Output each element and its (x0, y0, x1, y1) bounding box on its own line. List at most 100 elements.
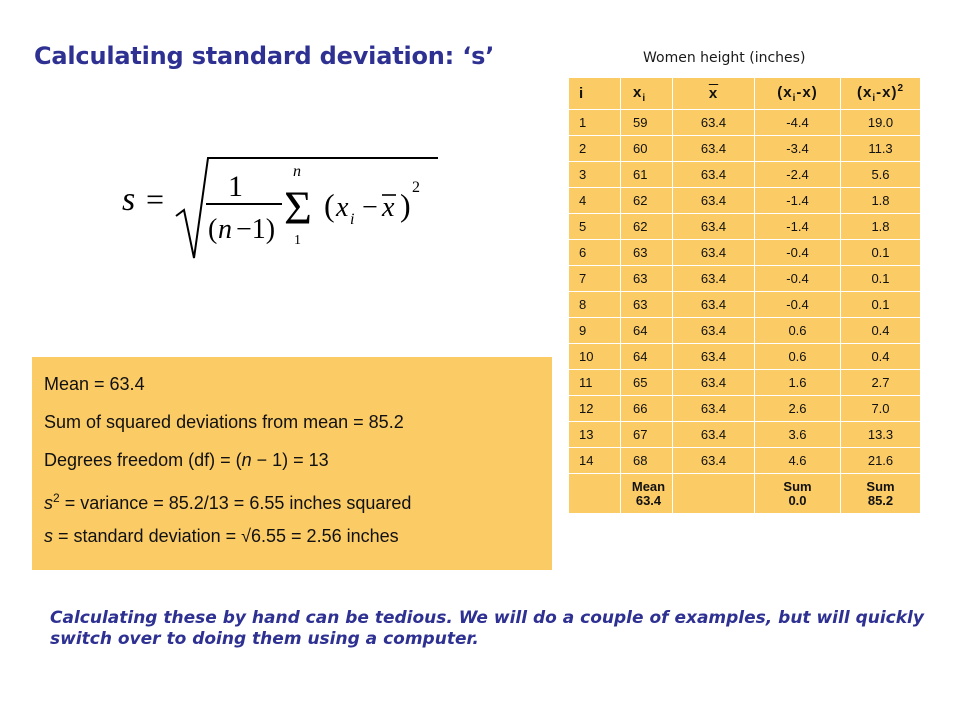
footer-blank-2 (672, 473, 755, 514)
std-dev-suffix: = standard deviation = √6.55 = 2.56 inch… (53, 526, 399, 546)
cell-i: 4 (568, 187, 621, 214)
cell-squared-deviation: 19.0 (840, 109, 921, 136)
header-i: i (568, 77, 621, 110)
summary-df: Degrees freedom (df) = (n − 1) = 13 (44, 447, 552, 485)
cell-deviation: -2.4 (754, 161, 841, 188)
cell-squared-deviation: 7.0 (840, 395, 921, 422)
summary-variance: s2 = variance = 85.2/13 = 6.55 inches sq… (44, 485, 552, 523)
cell-i: 8 (568, 291, 621, 318)
table-footer-row: Mean 63.4 Sum 0.0 Sum 85.2 (568, 473, 921, 514)
cell-deviation: 4.6 (754, 447, 841, 474)
cell-deviation: 0.6 (754, 343, 841, 370)
footer-sum-sq: Sum 85.2 (840, 473, 921, 514)
table-row: 2 60 63.4 -3.4 11.3 (568, 135, 921, 162)
footer-sum-sq-label: Sum (866, 478, 895, 494)
variance-suffix: = variance = 85.2/13 = 6.55 inches squar… (59, 493, 412, 513)
table-row: 4 62 63.4 -1.4 1.8 (568, 187, 921, 214)
cell-i: 13 (568, 421, 621, 448)
cell-i: 2 (568, 135, 621, 162)
std-dev-formula: s = 1 ( n −1) n Σ 1 ( x i − x ) 2 (122, 157, 438, 259)
cell-squared-deviation: 11.3 (840, 135, 921, 162)
header-sq-close: -x) (876, 84, 898, 101)
cell-mean: 63.4 (672, 369, 755, 396)
cell-deviation: -1.4 (754, 187, 841, 214)
denominator-rest: −1) (236, 214, 275, 245)
table-row: 5 62 63.4 -1.4 1.8 (568, 213, 921, 240)
header-dev-open: (x (777, 83, 793, 101)
term-exponent: 2 (412, 179, 420, 196)
term-minus: − (362, 192, 378, 223)
cell-mean: 63.4 (672, 213, 755, 240)
cell-squared-deviation: 5.6 (840, 161, 921, 188)
cell-xi: 65 (620, 369, 673, 396)
header-sq-exp: 2 (897, 83, 905, 94)
cell-squared-deviation: 0.1 (840, 291, 921, 318)
cell-mean: 63.4 (672, 447, 755, 474)
summary-mean: Mean = 63.4 (44, 374, 145, 394)
table-header-row: i xi x (xi-x) (xi-x)2 (568, 77, 921, 110)
summation-upper: n (293, 163, 301, 180)
footer-sum-sq-value: 85.2 (867, 492, 894, 508)
cell-xi: 67 (620, 421, 673, 448)
cell-i: 9 (568, 317, 621, 344)
footer-sum-dev: Sum 0.0 (754, 473, 841, 514)
table-body: 1 59 63.4 -4.4 19.0 2 60 63.4 -3.4 11.3 3 61 63.4 -2.… (568, 109, 921, 474)
cell-deviation: -4.4 (754, 109, 841, 136)
cell-i: 5 (568, 213, 621, 240)
table-row: 9 64 63.4 0.6 0.4 (568, 317, 921, 344)
cell-deviation: -3.4 (754, 135, 841, 162)
header-sq-open: (x (856, 84, 873, 101)
term-xbar: x (381, 192, 395, 223)
cell-i: 7 (568, 265, 621, 292)
radical-sign (175, 157, 438, 259)
cell-i: 3 (568, 161, 621, 188)
denominator-n: n (218, 214, 232, 245)
cell-mean: 63.4 (672, 109, 755, 136)
cell-deviation: -1.4 (754, 213, 841, 240)
table-row: 1 59 63.4 -4.4 19.0 (568, 109, 921, 136)
formula-lhs: s (122, 181, 135, 218)
cell-xi: 68 (620, 447, 673, 474)
table-row: 10 64 63.4 0.6 0.4 (568, 343, 921, 370)
header-dev-sub: i (792, 92, 797, 104)
cell-deviation: 0.6 (754, 317, 841, 344)
table-caption: Women height (inches) (643, 50, 806, 66)
heights-table: i xi x (xi-x) (xi-x)2 1 59 63.4 -4.4 19.0 2 60… (568, 77, 921, 514)
cell-xi: 63 (620, 239, 673, 266)
formula-equals: = (146, 181, 164, 217)
cell-squared-deviation: 0.4 (840, 343, 921, 370)
slide-title: Calculating standard deviation: ‘s’ (34, 42, 495, 70)
df-n: n (241, 450, 252, 470)
std-dev-s: s (44, 526, 53, 546)
cell-i: 14 (568, 447, 621, 474)
cell-mean: 63.4 (672, 343, 755, 370)
cell-deviation: -0.4 (754, 291, 841, 318)
cell-xi: 62 (620, 213, 673, 240)
header-squared-deviation: (xi-x)2 (840, 77, 921, 110)
cell-squared-deviation: 1.8 (840, 213, 921, 240)
cell-mean: 63.4 (672, 135, 755, 162)
cell-xi: 60 (620, 135, 673, 162)
variance-exponent: 2 (53, 491, 60, 505)
denominator-open: ( (208, 214, 217, 245)
table-row: 13 67 63.4 3.6 13.3 (568, 421, 921, 448)
cell-xi: 66 (620, 395, 673, 422)
footer-mean-label: Mean (631, 478, 666, 494)
cell-mean: 63.4 (672, 239, 755, 266)
cell-xi: 64 (620, 317, 673, 344)
term-open: ( (324, 187, 335, 223)
cell-xi: 61 (620, 161, 673, 188)
term-subscript-i: i (350, 211, 354, 228)
header-dev-close: -x) (796, 83, 818, 101)
cell-i: 10 (568, 343, 621, 370)
term-xi: x (335, 192, 349, 223)
table-row: 7 63 63.4 -0.4 0.1 (568, 265, 921, 292)
cell-squared-deviation: 0.4 (840, 317, 921, 344)
footer-sum-dev-label: Sum (783, 478, 812, 494)
summation-lower: 1 (294, 233, 301, 248)
term-close: ) (400, 187, 411, 223)
cell-i: 6 (568, 239, 621, 266)
footer-mean-value: 63.4 (635, 492, 662, 508)
cell-deviation: -0.4 (754, 265, 841, 292)
footer-mean: Mean 63.4 (620, 473, 673, 514)
